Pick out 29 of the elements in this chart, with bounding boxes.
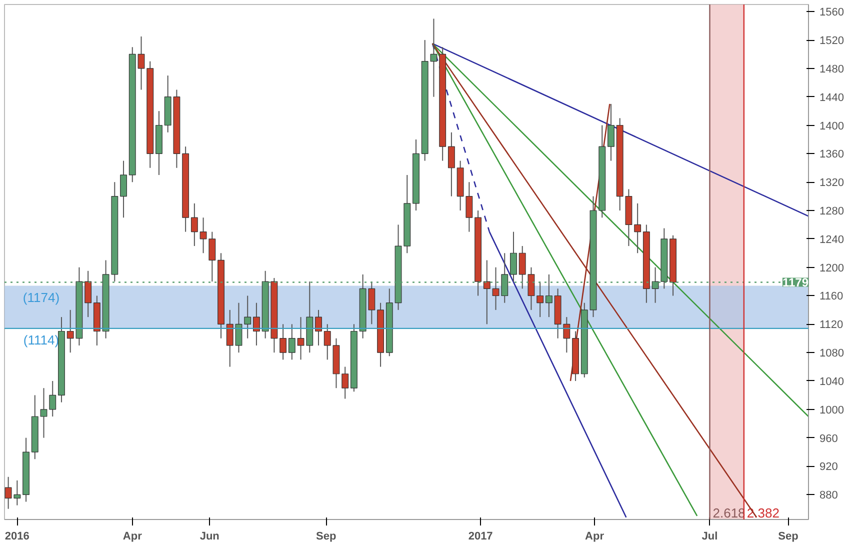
y-tick-label: 1440 xyxy=(820,92,844,104)
annotation: (1174) xyxy=(22,290,60,305)
y-tick-label: 1160 xyxy=(820,290,844,303)
x-tick-label: Apr xyxy=(122,530,143,542)
x-tick-label: 2016 xyxy=(4,530,30,542)
y-tick-label: 1280 xyxy=(820,206,844,218)
y-tick-label: 1520 xyxy=(820,35,844,48)
ref-line-label: 1179 xyxy=(782,276,809,290)
x-tick-label: Jun xyxy=(200,530,220,542)
y-tick-label: 1000 xyxy=(820,404,844,416)
x-tick-label: Apr xyxy=(585,530,605,542)
y-tick-label: 1120 xyxy=(820,319,844,332)
y-tick-label: 1240 xyxy=(820,234,844,246)
y-tick-label: 880 xyxy=(820,490,838,502)
y-tick-label: 1040 xyxy=(820,376,844,388)
y-tick-label: 1360 xyxy=(820,148,844,161)
y-tick-label: 1560 xyxy=(820,6,844,19)
annotation: (1114) xyxy=(23,332,60,348)
y-tick-label: 1320 xyxy=(820,177,844,190)
y-tick-label: 1480 xyxy=(820,63,844,76)
x-tick-label: Sep xyxy=(778,530,799,542)
y-tick-label: 920 xyxy=(820,461,838,474)
x-tick-label: 2017 xyxy=(468,530,493,542)
y-tick-label: 960 xyxy=(820,432,838,445)
x-tick-label: Sep xyxy=(316,530,336,542)
y-tick-label: 1080 xyxy=(820,348,844,360)
x-tick-label: Jul xyxy=(702,530,718,542)
y-tick-label: 1400 xyxy=(820,120,844,132)
y-tick-label: 1200 xyxy=(820,262,844,274)
